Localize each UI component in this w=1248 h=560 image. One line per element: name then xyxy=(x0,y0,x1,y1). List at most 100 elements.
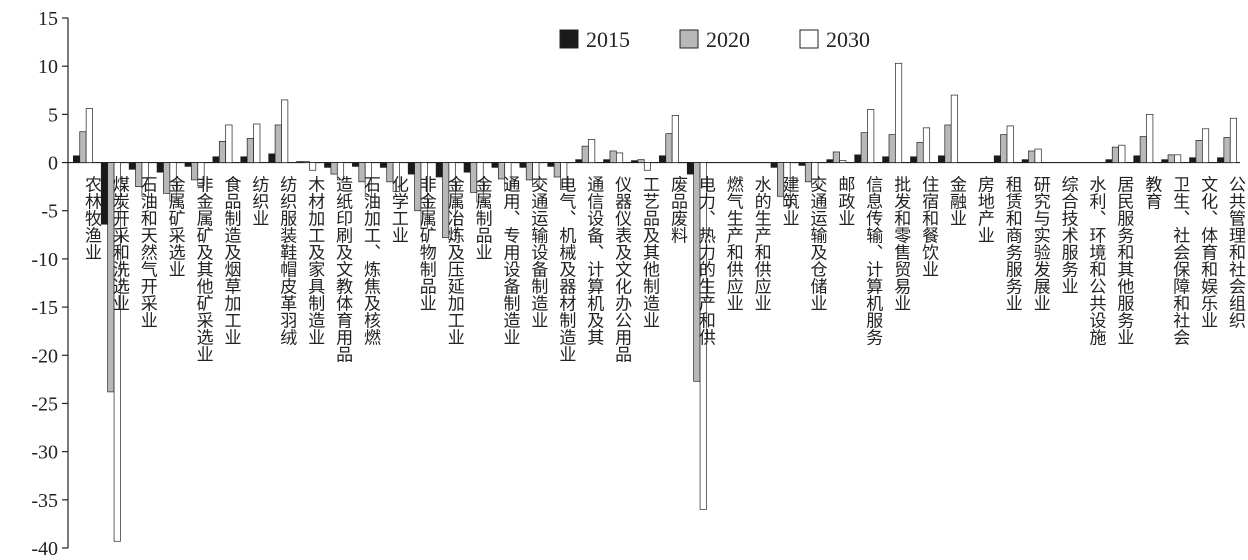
category-label: 信息传输、计算机服务 xyxy=(862,176,883,346)
y-tick-label: 10 xyxy=(38,56,58,78)
bar-2020 xyxy=(79,131,87,163)
bar-2030 xyxy=(895,62,903,163)
y-tick-label: 5 xyxy=(48,104,58,126)
bar-2030 xyxy=(1034,148,1042,163)
bar-2020 xyxy=(581,145,589,163)
bar-2030 xyxy=(1174,154,1182,163)
bar-2030 xyxy=(588,139,596,163)
legend-label-2030: 2030 xyxy=(826,27,870,52)
bar-2030 xyxy=(448,162,456,240)
bar-2030 xyxy=(671,114,679,163)
category-label: 金属冶炼及压延加工业 xyxy=(444,176,465,346)
bar-2030 xyxy=(783,162,791,207)
category-label: 公共管理和社会组织 xyxy=(1225,176,1246,329)
category-label: 教育 xyxy=(1141,176,1162,211)
bar-2030 xyxy=(839,160,847,163)
bar-2015 xyxy=(1161,159,1169,163)
category-label: 纺织服装鞋帽皮革羽绒 xyxy=(276,176,297,347)
category-label: 石油加工、炼焦及核燃 xyxy=(360,176,381,346)
bar-2030 xyxy=(1229,117,1238,163)
bar-2015 xyxy=(1217,157,1225,163)
bar-2030 xyxy=(336,162,345,181)
bar-2015 xyxy=(156,162,164,173)
category-label: 交通运输及仓储业 xyxy=(806,176,827,312)
bar-2020 xyxy=(860,132,868,163)
bar-2030 xyxy=(867,109,875,163)
category-label: 居民服务和其他服务业 xyxy=(1113,176,1134,346)
bar-2015 xyxy=(184,162,192,167)
y-tick-label: -10 xyxy=(31,249,58,271)
bars xyxy=(72,62,1238,542)
legend-swatch-2020 xyxy=(679,29,699,49)
bar-2015 xyxy=(100,162,109,225)
bar-2020 xyxy=(1000,134,1008,163)
category-label: 非金属矿及其他矿采选业 xyxy=(193,176,214,363)
bar-2030 xyxy=(1146,114,1154,163)
legend-label-2020: 2020 xyxy=(706,27,750,52)
bar-2015 xyxy=(686,162,695,175)
category-label: 水利、环境和公共设施 xyxy=(1086,176,1107,347)
bar-2030 xyxy=(615,152,624,163)
bar-2015 xyxy=(268,153,276,163)
category-label: 水的生产和供应业 xyxy=(751,176,772,312)
category-label: 化学工业 xyxy=(388,176,409,244)
category-label: 食品制造及烟草加工业 xyxy=(220,176,241,346)
bar-2015 xyxy=(1021,159,1029,163)
category-label: 废品废料 xyxy=(667,176,688,244)
y-tick-label: -5 xyxy=(41,201,58,223)
bar-2020 xyxy=(888,134,896,163)
category-label: 建筑业 xyxy=(779,176,800,227)
category-label: 非金属矿物制品业 xyxy=(416,176,437,312)
category-label: 金融业 xyxy=(946,176,967,227)
bar-2015 xyxy=(407,162,415,175)
y-tick-label: 0 xyxy=(48,153,58,175)
category-label: 邮政业 xyxy=(834,176,855,227)
bar-2015 xyxy=(491,162,499,168)
y-tick-label: 15 xyxy=(38,8,58,30)
category-label: 研究与实验发展业 xyxy=(1030,176,1051,312)
bar-2015 xyxy=(854,154,862,163)
bar-2015 xyxy=(993,155,1001,163)
bar-2015 xyxy=(240,156,248,163)
bar-2015 xyxy=(910,156,918,163)
category-label: 仪器仪表及文化办公用品 xyxy=(611,176,632,363)
bar-2030 xyxy=(309,162,317,171)
axes: 15 10 5 0 -5 -10 -15 -20 -25 -30 -35 -40 xyxy=(31,8,1240,560)
y-tick-label: -15 xyxy=(31,297,58,319)
bar-2030 xyxy=(85,108,93,163)
bar-2030 xyxy=(1118,144,1126,163)
category-label: 综合技术服务业 xyxy=(1058,176,1079,295)
category-label: 交通运输设备制造业 xyxy=(527,176,548,329)
bar-2020 xyxy=(1139,136,1147,163)
bar-2015 xyxy=(72,155,81,163)
bar-2015 xyxy=(379,162,388,168)
category-label: 租赁和商务服务业 xyxy=(1002,176,1023,312)
bar-2030 xyxy=(420,162,428,229)
bar-2020 xyxy=(330,162,338,175)
bar-2015 xyxy=(798,162,806,166)
bar-2030 xyxy=(922,127,931,163)
category-labels: 农林牧渔业 煤炭开采和洗选业 石油和天然气开采业 金属矿采选业 非金属矿及其他矿采选业食… xyxy=(81,176,1246,363)
bar-2015 xyxy=(938,155,946,163)
bar-2020 xyxy=(274,124,282,163)
bar-2015 xyxy=(631,160,639,163)
bar-2030 xyxy=(253,123,261,163)
bar-2030 xyxy=(1201,128,1210,163)
category-label: 石油和天然气开采业 xyxy=(137,176,158,329)
category-label: 煤炭开采和洗选业 xyxy=(109,176,130,312)
category-label: 燃气生产和供应业 xyxy=(723,176,744,312)
bar-2030 xyxy=(392,162,400,192)
bar-2015 xyxy=(463,162,471,173)
bar-2020 xyxy=(1223,137,1231,163)
category-label: 住宿和餐饮业 xyxy=(918,176,939,278)
bar-2030 xyxy=(1006,125,1014,163)
bar-2015 xyxy=(826,159,834,163)
bar-2030 xyxy=(476,162,484,203)
bar-2030 xyxy=(225,124,233,163)
bar-2030 xyxy=(169,162,177,202)
category-label: 工艺品及其他制造业 xyxy=(639,176,660,329)
category-label: 纺织业 xyxy=(248,176,269,227)
category-label: 文化、体育和娱乐业 xyxy=(1197,176,1218,329)
legend-label-2015: 2015 xyxy=(586,27,630,52)
